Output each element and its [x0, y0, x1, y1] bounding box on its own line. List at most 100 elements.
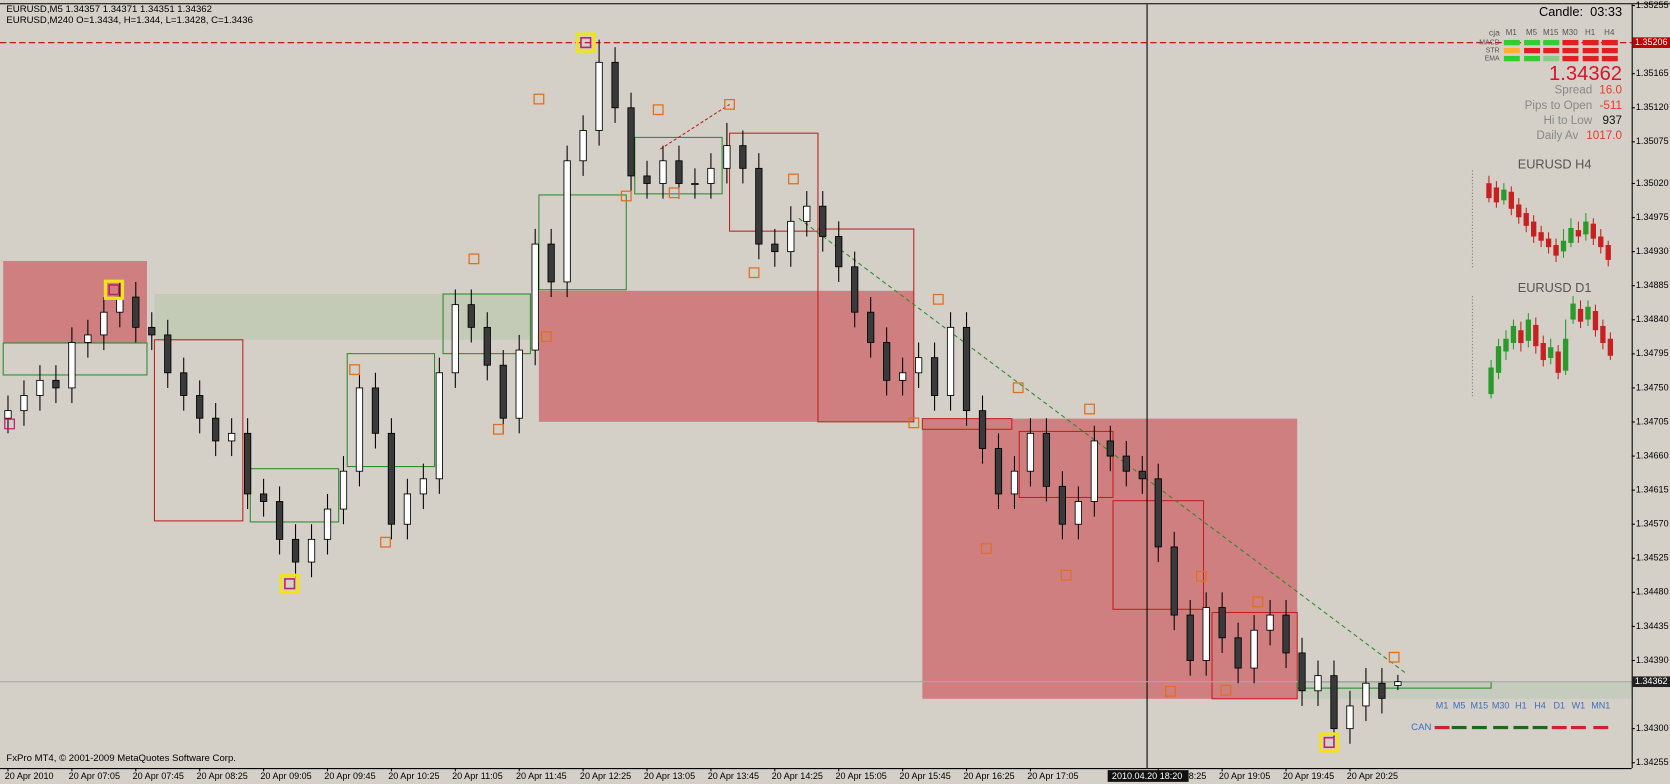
y-tick-label: 1.34795	[1636, 348, 1669, 358]
signal	[1562, 39, 1579, 46]
bottom-timeframe: M5	[1453, 701, 1466, 711]
price-tag	[1632, 37, 1670, 48]
mini-body	[1508, 191, 1514, 209]
candle-body	[1138, 470, 1146, 480]
price-lines	[0, 42, 1632, 683]
candle-body	[403, 493, 412, 525]
signal	[1524, 39, 1541, 46]
y-tick-label: 1.34435	[1636, 621, 1669, 631]
signal	[1543, 55, 1560, 62]
candle-body	[483, 326, 491, 366]
marker	[748, 267, 760, 279]
mini-body	[1545, 238, 1552, 248]
header-line: EURUSD,M5 1.34357 1.34371 1.34351 1.3436…	[6, 4, 212, 15]
candle-body	[1378, 682, 1386, 699]
signal	[1524, 47, 1541, 54]
mini-body	[1540, 343, 1546, 361]
box	[153, 339, 244, 522]
candle-body	[1106, 440, 1114, 457]
candle-body	[1026, 432, 1035, 472]
mini-title: EURUSD H4	[1518, 156, 1592, 171]
candle-body	[835, 236, 843, 268]
marker	[540, 331, 552, 343]
candle-body	[259, 493, 268, 502]
candle-body	[1154, 478, 1162, 548]
cursor-tag	[1107, 770, 1189, 782]
signal	[1582, 47, 1599, 54]
mini-body	[1493, 187, 1500, 203]
can-label: CAN	[1411, 722, 1431, 733]
candle-body	[691, 183, 699, 185]
price: 1.34362	[1549, 63, 1622, 85]
box	[1211, 611, 1298, 700]
bottom-timeframe: M15	[1471, 701, 1489, 711]
zone	[538, 290, 914, 422]
candle-body	[531, 243, 539, 351]
candle-body	[467, 304, 475, 328]
x-tick-label: 20 Apr 07:05	[69, 771, 120, 781]
candle-body	[930, 357, 939, 396]
candle-body	[723, 145, 731, 169]
signal	[1524, 55, 1541, 62]
candle-body	[323, 508, 332, 540]
stat-label: Spread	[1555, 84, 1593, 97]
y-tick-label: 1.34390	[1636, 655, 1669, 665]
mini-body	[1600, 325, 1606, 343]
mini-body	[1560, 240, 1567, 252]
marker	[580, 37, 592, 49]
bottom-timeframe: MN1	[1591, 701, 1610, 711]
header-line: EURUSD,M240 O=1.3434, H=1.344, L=1.3428,…	[6, 15, 253, 26]
marker	[908, 417, 920, 429]
signal	[1503, 39, 1520, 46]
indicator-row: EMA	[1485, 55, 1500, 62]
candle-time: 03:33	[1590, 4, 1622, 19]
marker	[1012, 382, 1024, 394]
marker	[1165, 685, 1176, 697]
x-tick-label: 20 Apr 10:25	[388, 771, 439, 781]
marker	[788, 173, 799, 185]
candle-body	[180, 372, 188, 396]
marker	[4, 418, 16, 430]
y-tick-label: 1.34480	[1636, 587, 1669, 597]
mini-body	[1525, 319, 1532, 341]
signal	[1601, 39, 1618, 46]
red-boxes	[153, 132, 1298, 700]
mini-body	[1495, 346, 1502, 373]
candle-body	[707, 167, 715, 184]
candle-body	[739, 145, 747, 169]
stat-value: -511	[1600, 99, 1623, 112]
signal	[1503, 55, 1520, 62]
candle-body	[787, 220, 795, 253]
y-tick-label: 1.34525	[1636, 553, 1669, 563]
candle-body	[994, 448, 1003, 495]
candle-body	[1058, 485, 1067, 525]
candle-body	[68, 342, 76, 389]
candle-body	[1122, 455, 1130, 472]
mini-body	[1583, 221, 1589, 235]
mini-body	[1488, 367, 1494, 395]
candle-body	[899, 372, 907, 381]
mini-body	[1585, 306, 1591, 320]
candle-body	[148, 326, 156, 336]
candle-body	[307, 538, 316, 563]
candle-body	[914, 357, 923, 374]
box	[1018, 430, 1114, 498]
candle-body	[579, 130, 587, 162]
candle-body	[371, 387, 380, 434]
marker	[279, 573, 300, 594]
marker	[932, 293, 944, 305]
stat-value: 16.0	[1599, 84, 1622, 97]
mini-body	[1607, 338, 1614, 356]
candle-body	[84, 334, 92, 343]
signal	[1543, 47, 1560, 54]
candle-body	[611, 61, 619, 109]
x-tick-label: 20 Apr 17:05	[1027, 771, 1078, 781]
mini-body	[1598, 236, 1604, 248]
candle-body	[515, 349, 523, 419]
mini-body	[1510, 325, 1517, 343]
x-tick-label: 20 Apr 13:45	[708, 771, 759, 781]
candle-body	[339, 470, 348, 510]
candle-body	[275, 501, 284, 540]
